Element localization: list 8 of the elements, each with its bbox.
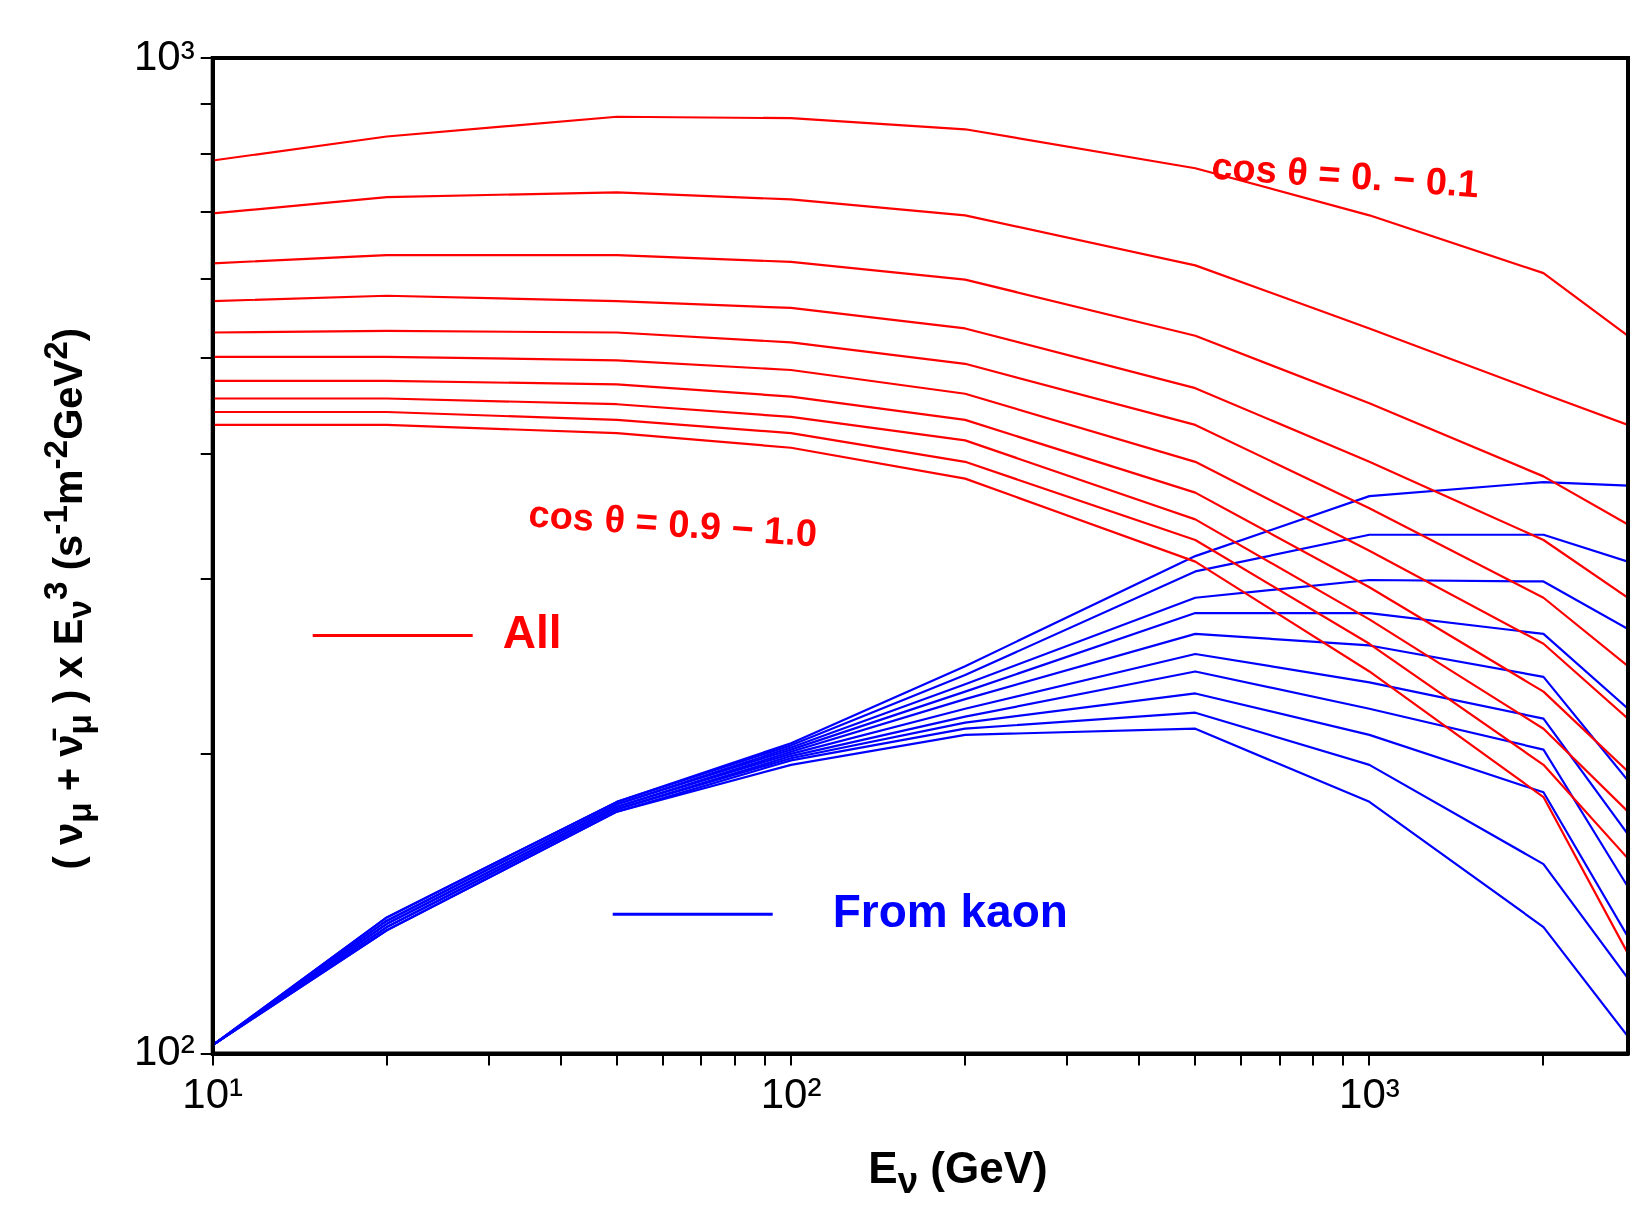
x-axis-title: E$_{ν}$ (GeV)	[867, 1143, 1049, 1202]
annotation: cos θ = 0. − 0.1	[1210, 144, 1481, 206]
legend-label: All	[502, 606, 562, 659]
x-tick-label: 10²	[760, 1070, 822, 1118]
x-tick-label: 10¹	[182, 1070, 244, 1118]
legend-label: From kaon	[832, 884, 1068, 937]
x-tick-label: 10³	[1339, 1070, 1400, 1118]
annotation: cos θ = 0.9 − 1.0	[527, 492, 819, 555]
